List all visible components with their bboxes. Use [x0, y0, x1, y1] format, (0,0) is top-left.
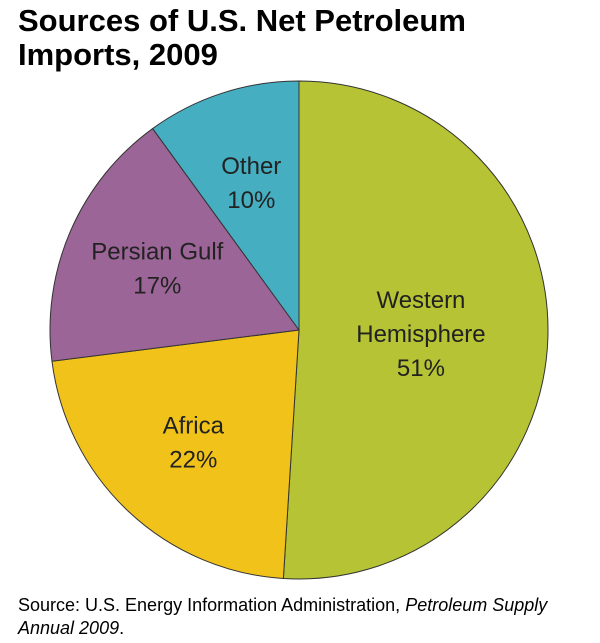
- source-note: Source: U.S. Energy Information Administ…: [18, 594, 588, 640]
- chart-title: Sources of U.S. Net Petroleum Imports, 2…: [18, 3, 466, 72]
- slice-label-line: Western: [376, 287, 465, 314]
- slice-label: Western Hemisphere: [356, 287, 485, 348]
- pie-slice: [51, 329, 300, 580]
- pie-slice: [282, 80, 549, 580]
- pie-slice: [49, 127, 300, 362]
- value-label: 22%: [169, 447, 217, 474]
- source-text: Source: U.S. Energy Information Administ…: [18, 595, 406, 615]
- pie-slice: [151, 80, 300, 332]
- source-publication: Petroleum Supply Annual 2009: [18, 595, 548, 638]
- slice-label: Africa: [163, 413, 225, 440]
- slice-label: Persian Gulf: [91, 239, 223, 266]
- value-label: 10%: [227, 187, 275, 214]
- value-label: 51%: [397, 355, 445, 382]
- value-label: 17%: [133, 273, 181, 300]
- slice-label: Other: [221, 153, 281, 180]
- slice-label-line: Hemisphere: [356, 321, 485, 348]
- source-end: .: [119, 618, 125, 638]
